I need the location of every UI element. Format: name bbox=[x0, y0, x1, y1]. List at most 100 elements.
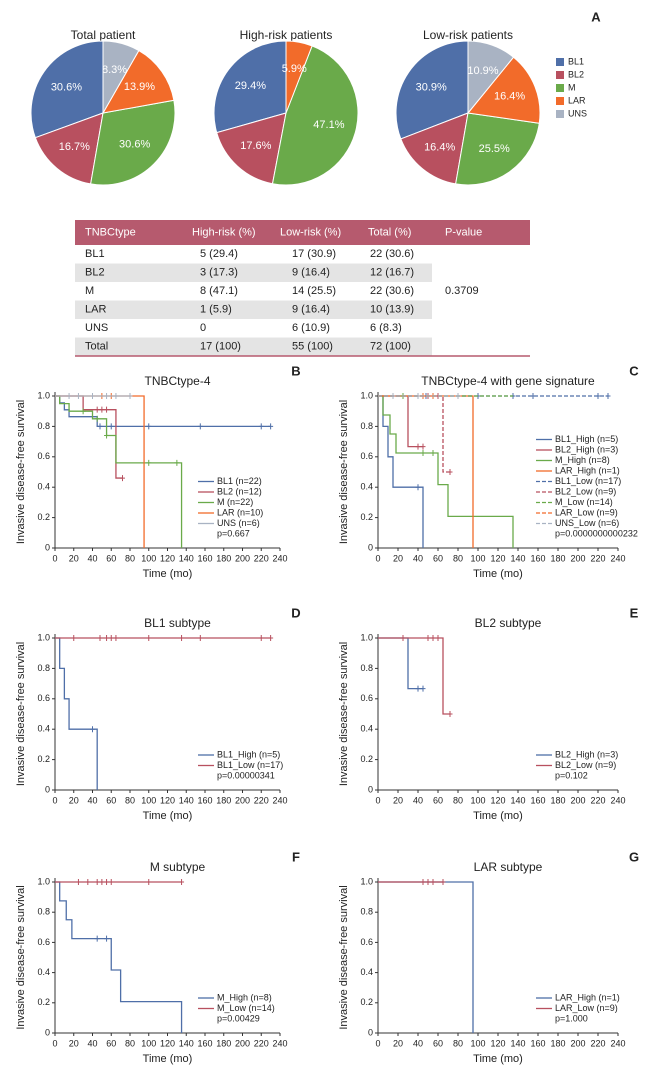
x-tick-label: 200 bbox=[570, 795, 585, 805]
table-header: P-value bbox=[445, 226, 482, 238]
x-tick-label: 220 bbox=[254, 1038, 269, 1048]
table-cell: 8 (47.1) bbox=[200, 285, 238, 297]
y-axis-label: Invasive disease-free survival bbox=[338, 642, 350, 786]
survival-curve bbox=[378, 395, 514, 548]
x-tick-label: 100 bbox=[141, 1038, 156, 1048]
x-tick-label: 140 bbox=[510, 553, 525, 563]
y-tick-label: 0.6 bbox=[360, 451, 373, 461]
censor-mark bbox=[430, 879, 436, 885]
x-tick-label: 100 bbox=[141, 553, 156, 563]
legend-label: BL1_Low (n=17) bbox=[555, 476, 621, 486]
table-header-bg bbox=[75, 220, 530, 245]
censor-mark bbox=[94, 935, 100, 942]
x-tick-label: 100 bbox=[470, 795, 485, 805]
censor-mark bbox=[595, 393, 601, 399]
pie-value-label: 30.6% bbox=[51, 81, 82, 93]
x-tick-label: 180 bbox=[550, 553, 565, 563]
pie-value-label: 16.4% bbox=[494, 91, 525, 103]
y-tick-label: 0.4 bbox=[37, 724, 50, 734]
censor-mark bbox=[94, 406, 100, 413]
pie-value-label: 8.3% bbox=[102, 64, 127, 76]
x-tick-label: 80 bbox=[125, 795, 135, 805]
x-tick-label: 160 bbox=[197, 795, 212, 805]
pie-value-label: 17.6% bbox=[240, 140, 271, 152]
x-tick-label: 120 bbox=[160, 1038, 175, 1048]
censor-mark bbox=[268, 635, 274, 641]
censor-mark bbox=[75, 393, 81, 399]
legend-label: BL2_Low (n=9) bbox=[555, 486, 616, 496]
x-axis-label: Time (mo) bbox=[143, 568, 193, 580]
legend-label: UNS_Low (n=6) bbox=[555, 518, 619, 528]
x-tick-label: 180 bbox=[216, 1038, 231, 1048]
survival-curve bbox=[378, 881, 474, 1033]
censor-mark bbox=[390, 393, 396, 399]
legend-label: BL2_Low (n=9) bbox=[555, 760, 616, 770]
table-cell: Total bbox=[85, 341, 108, 353]
pie-slice bbox=[102, 40, 140, 115]
pie-slice bbox=[467, 40, 515, 115]
survival-curve bbox=[378, 395, 474, 548]
censor-mark bbox=[146, 879, 152, 885]
censor-mark bbox=[94, 415, 100, 422]
pie-slice bbox=[455, 112, 540, 186]
censor-mark bbox=[127, 393, 133, 399]
censor-mark bbox=[108, 635, 114, 641]
table-cell: 5 (29.4) bbox=[200, 248, 238, 260]
x-axis-label: Time (mo) bbox=[473, 568, 523, 580]
p-value: p=0.00429 bbox=[217, 1013, 260, 1023]
legend-label: M (n=22) bbox=[217, 497, 253, 507]
censor-mark bbox=[90, 393, 95, 399]
y-tick-label: 0.6 bbox=[360, 937, 373, 947]
x-tick-label: 160 bbox=[530, 553, 545, 563]
pie-value-label: 47.1% bbox=[313, 119, 344, 131]
legend-label: BL2 bbox=[568, 69, 584, 79]
censor-mark bbox=[75, 879, 81, 885]
y-tick-label: 0.2 bbox=[37, 997, 50, 1007]
table-cell: 14 (25.5) bbox=[292, 285, 336, 297]
y-tick-label: 0.8 bbox=[360, 421, 373, 431]
legend-label: LAR (n=10) bbox=[217, 507, 263, 517]
x-tick-label: 140 bbox=[179, 1038, 194, 1048]
legend-swatch bbox=[556, 97, 564, 105]
censor-mark bbox=[97, 635, 103, 641]
censor-mark bbox=[179, 879, 185, 885]
censor-mark bbox=[97, 423, 103, 430]
panel-label: C bbox=[629, 363, 639, 378]
legend-label: BL1 bbox=[568, 56, 584, 66]
censor-mark bbox=[420, 443, 426, 450]
censor-mark bbox=[108, 423, 114, 430]
censor-mark bbox=[85, 879, 91, 885]
legend-label: BL2_High (n=3) bbox=[555, 444, 618, 454]
table-cell: 12 (16.7) bbox=[370, 267, 414, 279]
x-tick-label: 200 bbox=[235, 795, 250, 805]
censor-mark bbox=[66, 393, 72, 399]
censor-mark bbox=[440, 879, 446, 885]
censor-mark bbox=[447, 469, 453, 475]
censor-mark bbox=[104, 406, 110, 413]
pie-slice bbox=[102, 49, 175, 114]
x-tick-label: 240 bbox=[272, 553, 287, 563]
panel-label: E bbox=[630, 605, 639, 620]
x-tick-label: 240 bbox=[272, 1038, 287, 1048]
pie-slice bbox=[213, 40, 287, 134]
y-tick-label: 0.4 bbox=[360, 724, 373, 734]
y-tick-label: 0 bbox=[45, 784, 50, 794]
x-tick-label: 40 bbox=[413, 1038, 423, 1048]
censor-mark bbox=[99, 406, 105, 413]
table-cell: 6 (10.9) bbox=[292, 322, 330, 334]
x-tick-label: 160 bbox=[530, 1038, 545, 1048]
survival-curve bbox=[378, 395, 423, 448]
pie-slice bbox=[400, 112, 469, 185]
censor-mark bbox=[258, 423, 264, 430]
censor-mark bbox=[258, 635, 264, 641]
x-tick-label: 0 bbox=[375, 1038, 380, 1048]
x-tick-label: 20 bbox=[393, 1038, 403, 1048]
y-tick-label: 1.0 bbox=[37, 390, 50, 400]
x-tick-label: 200 bbox=[570, 553, 585, 563]
y-tick-label: 1.0 bbox=[360, 876, 373, 886]
x-tick-label: 240 bbox=[610, 1038, 625, 1048]
legend-label: BL1 (n=22) bbox=[217, 476, 262, 486]
panel-label: G bbox=[629, 849, 639, 864]
panel-label: D bbox=[291, 605, 300, 620]
y-tick-label: 0.8 bbox=[360, 907, 373, 917]
